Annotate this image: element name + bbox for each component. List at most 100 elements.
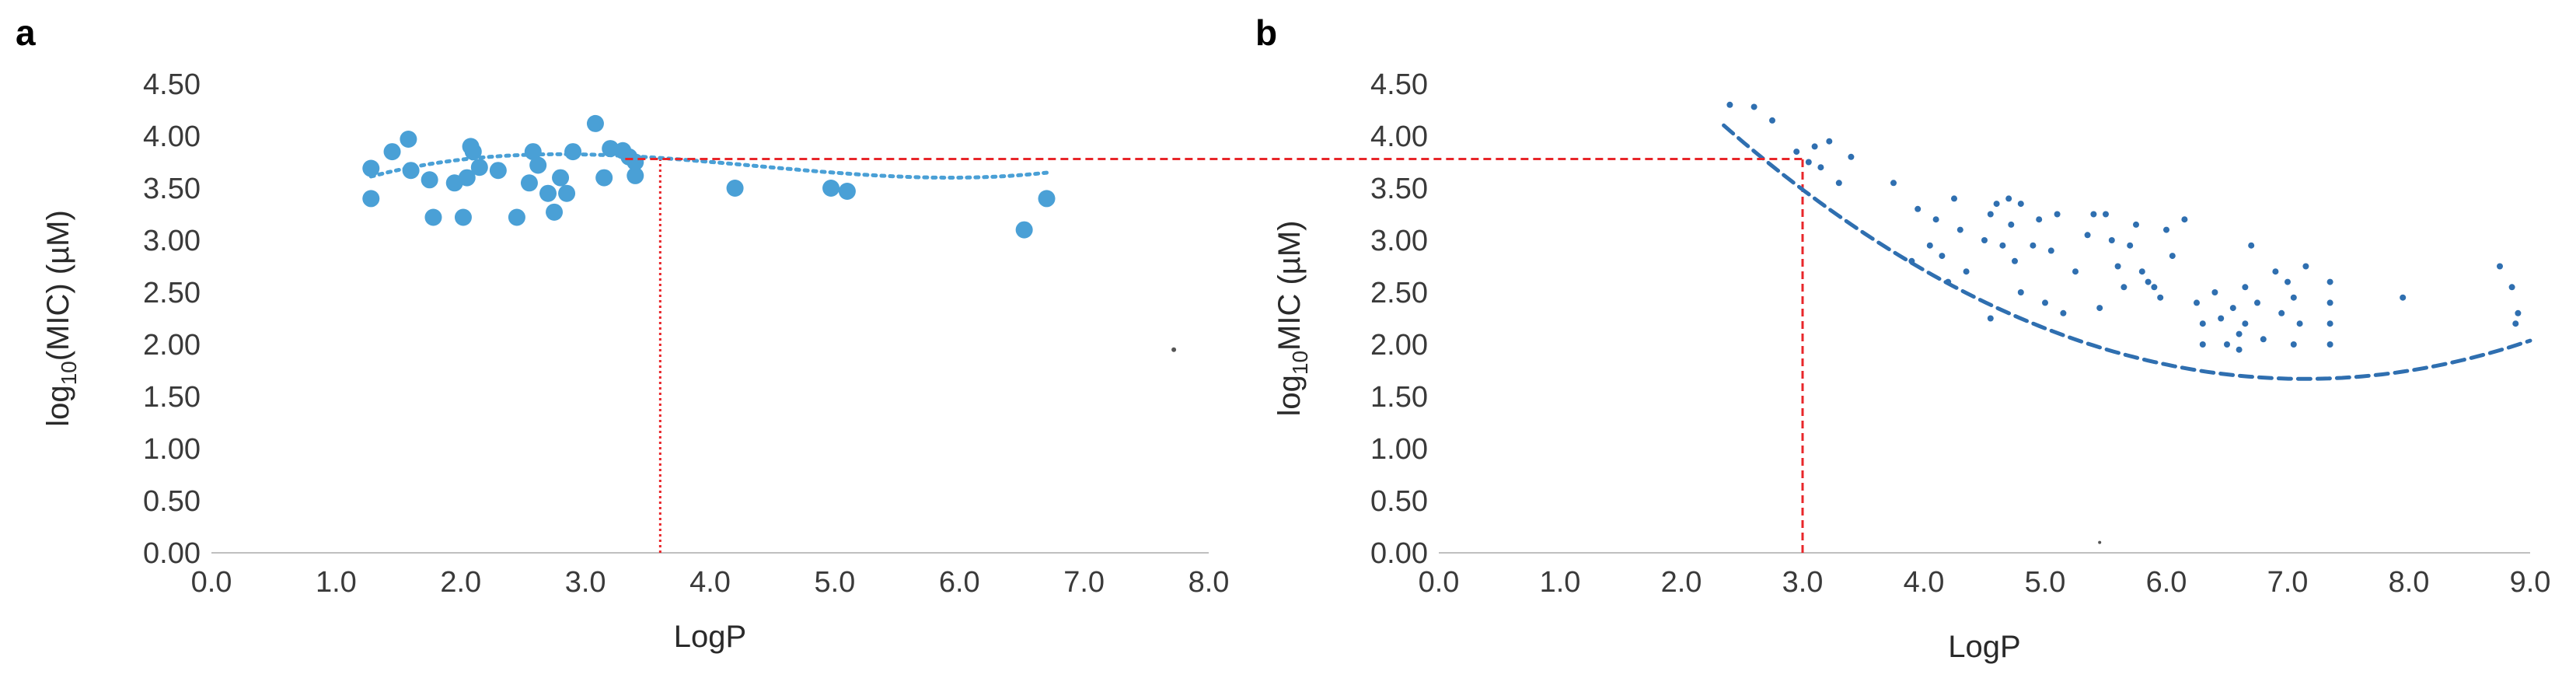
data-point bbox=[1848, 153, 1855, 160]
trend-line bbox=[1722, 123, 2532, 381]
data-point bbox=[822, 180, 840, 197]
data-point bbox=[2047, 247, 2054, 254]
data-point bbox=[2103, 211, 2109, 218]
data-point bbox=[383, 143, 401, 161]
data-point bbox=[1945, 278, 1952, 285]
data-point bbox=[2248, 242, 2255, 249]
data-point bbox=[2260, 336, 2267, 343]
data-point bbox=[2017, 201, 2024, 208]
data-point bbox=[1015, 221, 1033, 239]
data-point bbox=[2326, 299, 2333, 306]
y-axis-title: log10MIC (µM) bbox=[1272, 221, 1312, 417]
stray-mark bbox=[2098, 540, 2102, 544]
data-point bbox=[1987, 315, 1994, 322]
y-tick-label: 1.50 bbox=[1370, 381, 1428, 414]
data-point bbox=[1038, 190, 1056, 208]
data-point bbox=[2163, 226, 2169, 233]
y-axis-title: log10(MIC) (µM) bbox=[41, 210, 81, 427]
data-point bbox=[2008, 221, 2015, 228]
y-tick-label: 0.50 bbox=[1370, 485, 1428, 518]
data-point bbox=[2157, 294, 2164, 301]
data-point bbox=[1956, 226, 1963, 233]
data-point bbox=[1915, 205, 1922, 212]
x-tick-label: 1.0 bbox=[316, 566, 357, 599]
data-point bbox=[520, 174, 538, 192]
data-point bbox=[1981, 237, 1988, 243]
x-tick-label: 6.0 bbox=[939, 566, 980, 599]
data-point bbox=[2326, 320, 2333, 327]
y-tick-label: 1.50 bbox=[143, 381, 201, 414]
data-point bbox=[2512, 320, 2519, 327]
x-axis-title: LogP bbox=[674, 620, 746, 654]
data-point bbox=[470, 159, 488, 176]
data-point bbox=[2302, 263, 2309, 270]
x-tick-label: 2.0 bbox=[1661, 566, 1702, 599]
stray-mark bbox=[1171, 347, 1177, 352]
data-point bbox=[2326, 341, 2333, 348]
data-point bbox=[564, 143, 582, 161]
data-point bbox=[2169, 253, 2176, 260]
data-point bbox=[2218, 315, 2225, 322]
trend-line bbox=[368, 152, 1049, 180]
data-point bbox=[529, 156, 547, 174]
data-point bbox=[2272, 268, 2279, 275]
data-point bbox=[2017, 289, 2024, 295]
data-point bbox=[362, 159, 380, 177]
y-tick-label: 0.00 bbox=[143, 537, 201, 570]
x-tick-label: 1.0 bbox=[1540, 566, 1581, 599]
panel-label: b bbox=[1255, 12, 1277, 53]
data-point bbox=[2036, 216, 2043, 223]
data-point bbox=[2054, 211, 2061, 218]
x-tick-label: 4.0 bbox=[1904, 566, 1945, 599]
y-tick-label: 2.00 bbox=[143, 329, 201, 362]
data-point bbox=[2138, 268, 2145, 275]
data-point bbox=[2151, 284, 2158, 291]
data-point bbox=[595, 169, 613, 187]
y-tick-label: 2.00 bbox=[1370, 329, 1428, 362]
data-point bbox=[1793, 149, 1800, 156]
data-point bbox=[400, 131, 417, 149]
data-point bbox=[362, 190, 380, 208]
data-point bbox=[2400, 294, 2407, 301]
data-point bbox=[546, 203, 564, 221]
data-point bbox=[2181, 216, 2188, 223]
data-point bbox=[1817, 164, 1824, 171]
data-point bbox=[464, 143, 482, 161]
data-point bbox=[508, 208, 525, 226]
data-point bbox=[2236, 330, 2243, 337]
data-point bbox=[1963, 268, 1970, 275]
x-tick-label: 9.0 bbox=[2510, 566, 2551, 599]
data-point bbox=[2242, 320, 2249, 327]
x-tick-label: 3.0 bbox=[1782, 566, 1824, 599]
data-point bbox=[2497, 263, 2503, 270]
data-point bbox=[1926, 242, 1933, 249]
data-point bbox=[2224, 341, 2230, 348]
data-point bbox=[2005, 195, 2012, 202]
y-tick-label: 4.00 bbox=[143, 121, 201, 153]
data-point bbox=[2194, 299, 2200, 306]
y-tick-label: 1.00 bbox=[143, 433, 201, 466]
data-point bbox=[1987, 211, 1994, 218]
x-tick-label: 2.0 bbox=[440, 566, 481, 599]
data-point bbox=[458, 169, 476, 187]
y-tick-label: 2.50 bbox=[143, 277, 201, 309]
y-tick-label: 2.50 bbox=[1370, 277, 1428, 309]
x-tick-label: 6.0 bbox=[2146, 566, 2187, 599]
y-tick-label: 3.00 bbox=[143, 225, 201, 257]
data-point bbox=[1826, 138, 1833, 145]
data-point bbox=[402, 162, 420, 180]
data-point bbox=[2199, 341, 2206, 348]
y-tick-label: 3.00 bbox=[1370, 225, 1428, 257]
data-point bbox=[2114, 263, 2121, 270]
data-point bbox=[2060, 309, 2067, 316]
data-point bbox=[2254, 299, 2260, 306]
x-tick-label: 0.0 bbox=[191, 566, 232, 599]
y-tick-label: 0.00 bbox=[1370, 537, 1428, 570]
data-point bbox=[2127, 242, 2134, 249]
data-point bbox=[2296, 320, 2303, 327]
data-point bbox=[454, 208, 472, 226]
y-tick-label: 4.50 bbox=[1370, 68, 1428, 101]
x-tick-label: 4.0 bbox=[689, 566, 731, 599]
x-tick-label: 3.0 bbox=[565, 566, 606, 599]
